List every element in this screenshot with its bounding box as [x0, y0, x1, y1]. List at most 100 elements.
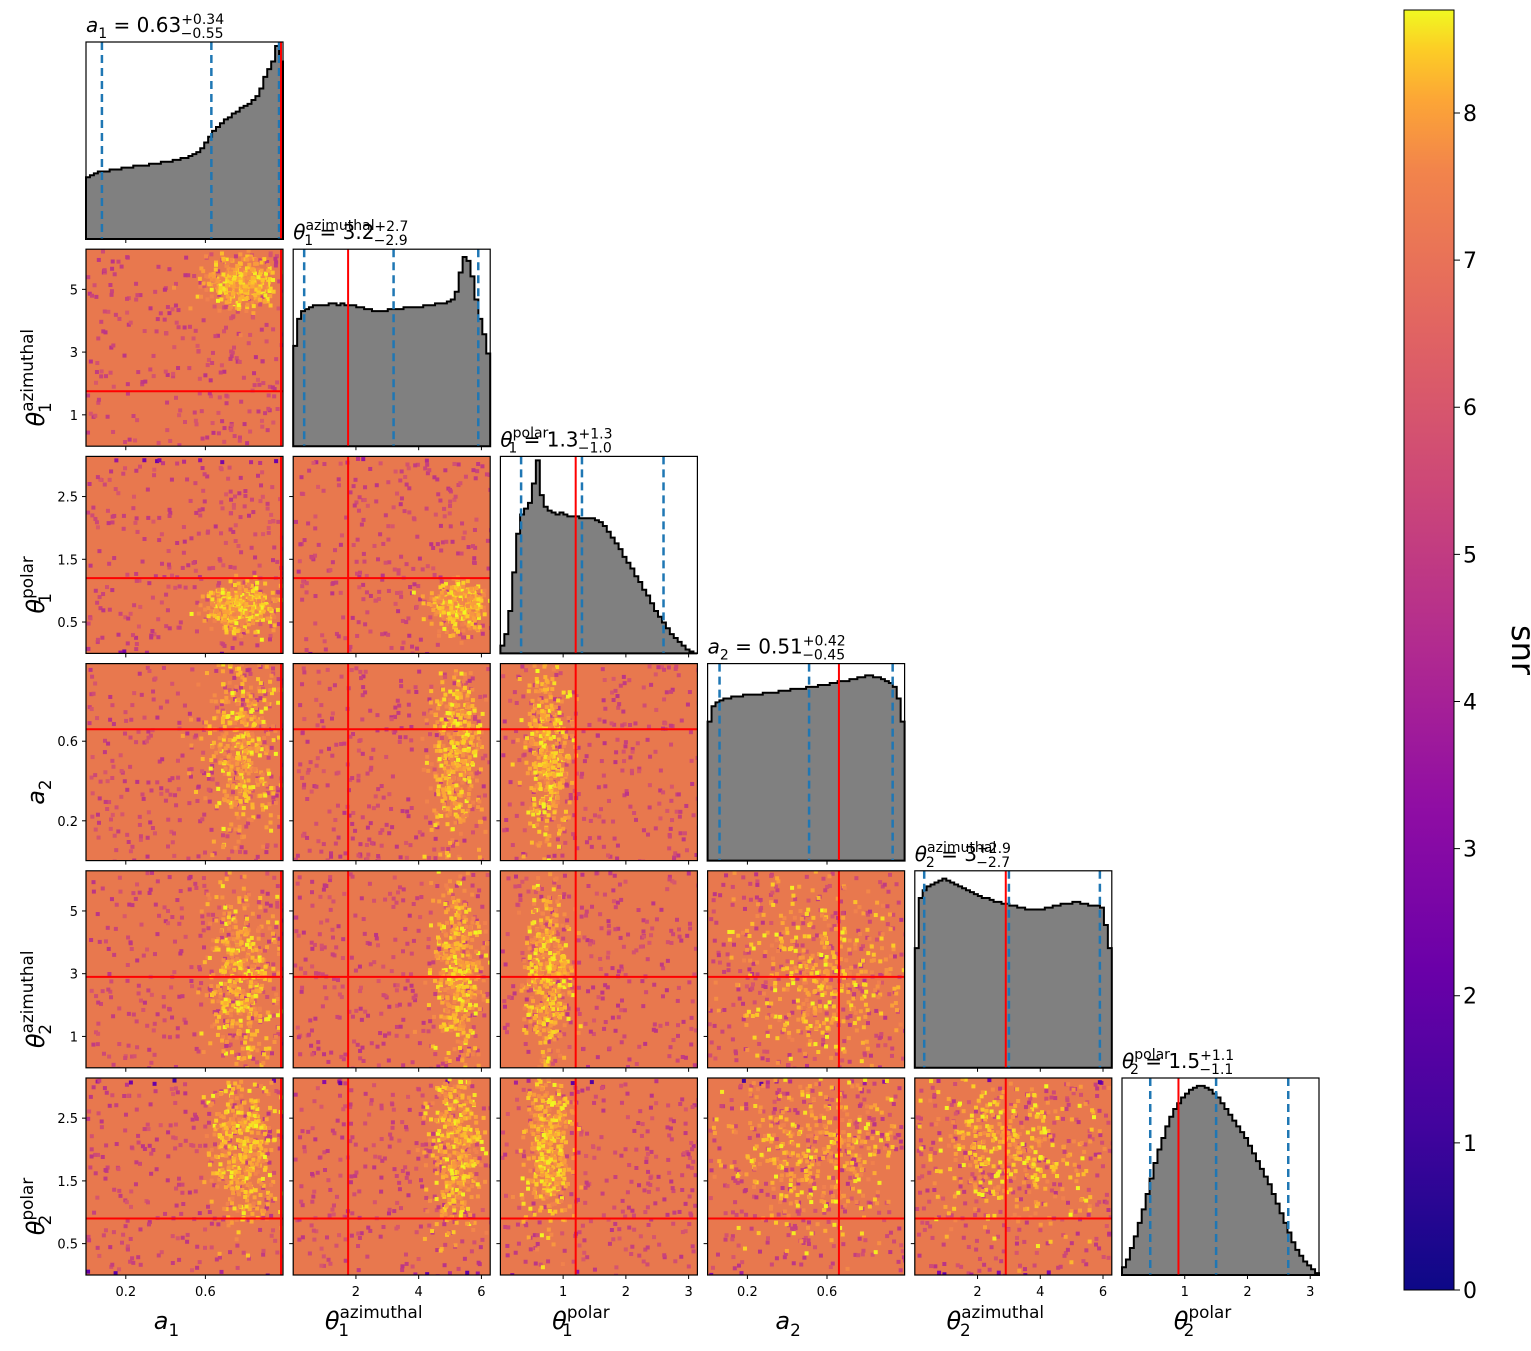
cell [209, 984, 214, 989]
cell [441, 787, 446, 792]
cell [256, 280, 261, 285]
cell [149, 633, 154, 638]
cell [252, 583, 257, 588]
cell [134, 297, 139, 302]
cell [228, 780, 233, 785]
cell [269, 745, 274, 750]
cell [488, 625, 491, 630]
cell [209, 609, 214, 614]
cell [260, 958, 265, 963]
cell [206, 594, 211, 599]
cell [179, 906, 184, 911]
cell [408, 585, 413, 590]
cell [130, 703, 135, 708]
cell [406, 814, 411, 819]
cell [165, 844, 170, 849]
cell [249, 601, 254, 606]
cell [570, 720, 575, 725]
cell [533, 718, 538, 723]
cell [232, 980, 237, 985]
cell [339, 533, 344, 538]
cell [237, 491, 242, 496]
cell [271, 687, 276, 692]
cell [149, 992, 154, 997]
cell [244, 602, 249, 607]
cell [122, 649, 127, 654]
cell [463, 598, 468, 603]
superscript: azimuthal [17, 329, 37, 412]
cell [444, 716, 449, 721]
cell [240, 295, 245, 300]
cell [225, 271, 230, 276]
cell [476, 805, 481, 810]
cell [445, 606, 450, 611]
cell [169, 477, 174, 482]
cell [95, 475, 100, 480]
cell [117, 875, 122, 880]
cell [112, 859, 117, 861]
cell [233, 845, 238, 850]
cell [177, 818, 182, 823]
cell [463, 474, 468, 479]
cell [470, 807, 475, 812]
cell [235, 751, 240, 756]
cell [531, 771, 536, 776]
cell [246, 513, 251, 518]
cell [204, 274, 209, 279]
cell [621, 749, 626, 754]
cell [251, 815, 256, 820]
cell [240, 675, 245, 680]
cell [258, 614, 263, 619]
cell [468, 602, 473, 607]
cell [264, 603, 269, 608]
cell [662, 697, 667, 702]
cell [232, 434, 237, 439]
cell [243, 493, 248, 498]
cell [406, 616, 411, 621]
cell [157, 913, 162, 918]
cell [260, 889, 265, 894]
cell [187, 324, 192, 329]
cell [217, 1025, 222, 1030]
cell [163, 919, 168, 924]
cell [245, 966, 250, 971]
cell [220, 460, 225, 465]
cell [267, 978, 272, 983]
cell [228, 1042, 233, 1047]
cell [176, 308, 181, 313]
cell [206, 357, 211, 362]
cell [179, 915, 184, 920]
cell [549, 722, 554, 727]
cell [125, 310, 130, 315]
cell [540, 682, 545, 687]
cell [378, 532, 383, 537]
cell [372, 543, 377, 548]
cell [434, 712, 439, 717]
cell [240, 592, 245, 597]
cell [259, 268, 264, 273]
cell [258, 948, 263, 953]
cell [615, 737, 620, 742]
cell [401, 1017, 406, 1022]
cell [442, 802, 447, 807]
cell [544, 705, 549, 710]
cell [302, 538, 307, 543]
cell [435, 610, 440, 615]
cell [166, 909, 171, 914]
cell [365, 940, 370, 945]
cell [553, 757, 558, 762]
cell [250, 300, 255, 305]
cell [145, 665, 150, 670]
cell [245, 931, 250, 936]
cell [232, 758, 237, 763]
cell [118, 889, 123, 894]
cell [157, 759, 162, 764]
cell [393, 983, 398, 988]
cell [241, 990, 246, 995]
panel-title-3: a2 = 0.51+0.42 −0.45 [708, 634, 846, 664]
cell [224, 695, 229, 700]
cell [231, 284, 236, 289]
hexbin-cells [501, 663, 698, 861]
cell [116, 259, 121, 264]
cell [226, 991, 231, 996]
